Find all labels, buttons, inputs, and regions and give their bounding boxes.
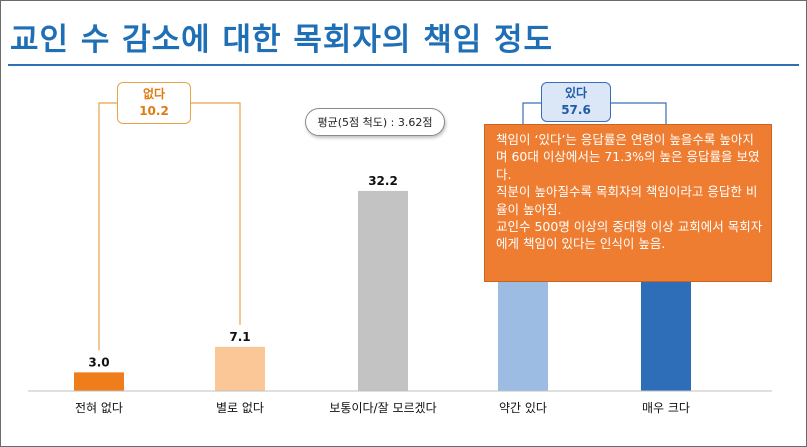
negative-group-box: 없다 10.2 — [117, 82, 191, 124]
note-line-2: 직분이 높아질수록 목회자의 책임이라고 응답한 비율이 높아짐. — [496, 184, 758, 217]
positive-group-label: 있다 — [564, 86, 588, 100]
category-labels: 전혀 없다 별로 없다 보통이다/잘 모르겠다 약간 있다 매우 크다 — [75, 400, 690, 415]
negative-group-label: 없다 — [142, 87, 166, 101]
value-label-2: 7.1 — [229, 330, 250, 344]
category-label-4: 약간 있다 — [499, 400, 547, 415]
average-badge: 평균(5점 척도) : 3.62점 — [305, 108, 445, 136]
negative-bracket — [98, 102, 241, 351]
title-underline — [8, 64, 799, 66]
note-line-3: 교인수 500명 이상의 중대형 이상 교회에서 목회자에게 책임이 있다는 인… — [496, 219, 763, 252]
insight-note: 책임이 ‘있다’는 응답률은 연령이 높을수록 높아지며 60대 이상에서는 7… — [484, 124, 772, 282]
negative-group-value: 10.2 — [139, 104, 169, 118]
positive-group-value: 57.6 — [561, 103, 591, 117]
bar-5 — [641, 281, 691, 391]
category-label-1: 전혀 없다 — [75, 401, 123, 415]
bar-2 — [215, 346, 265, 391]
category-label-3: 보통이다/잘 모르겠다 — [329, 401, 436, 415]
bar-3 — [358, 190, 408, 391]
note-line-1: 책임이 ‘있다’는 응답률은 연령이 높을수록 높아지며 60대 이상에서는 7… — [496, 132, 760, 182]
slide-title: 교인 수 감소에 대한 목회자의 책임 정도 — [10, 22, 554, 58]
value-label-3: 32.2 — [368, 174, 398, 188]
positive-group-box: 있다 57.6 — [541, 82, 611, 122]
bar-1 — [74, 372, 124, 391]
value-label-1: 3.0 — [88, 355, 109, 369]
category-label-5: 매우 크다 — [642, 401, 690, 415]
category-label-2: 별로 없다 — [216, 401, 264, 415]
